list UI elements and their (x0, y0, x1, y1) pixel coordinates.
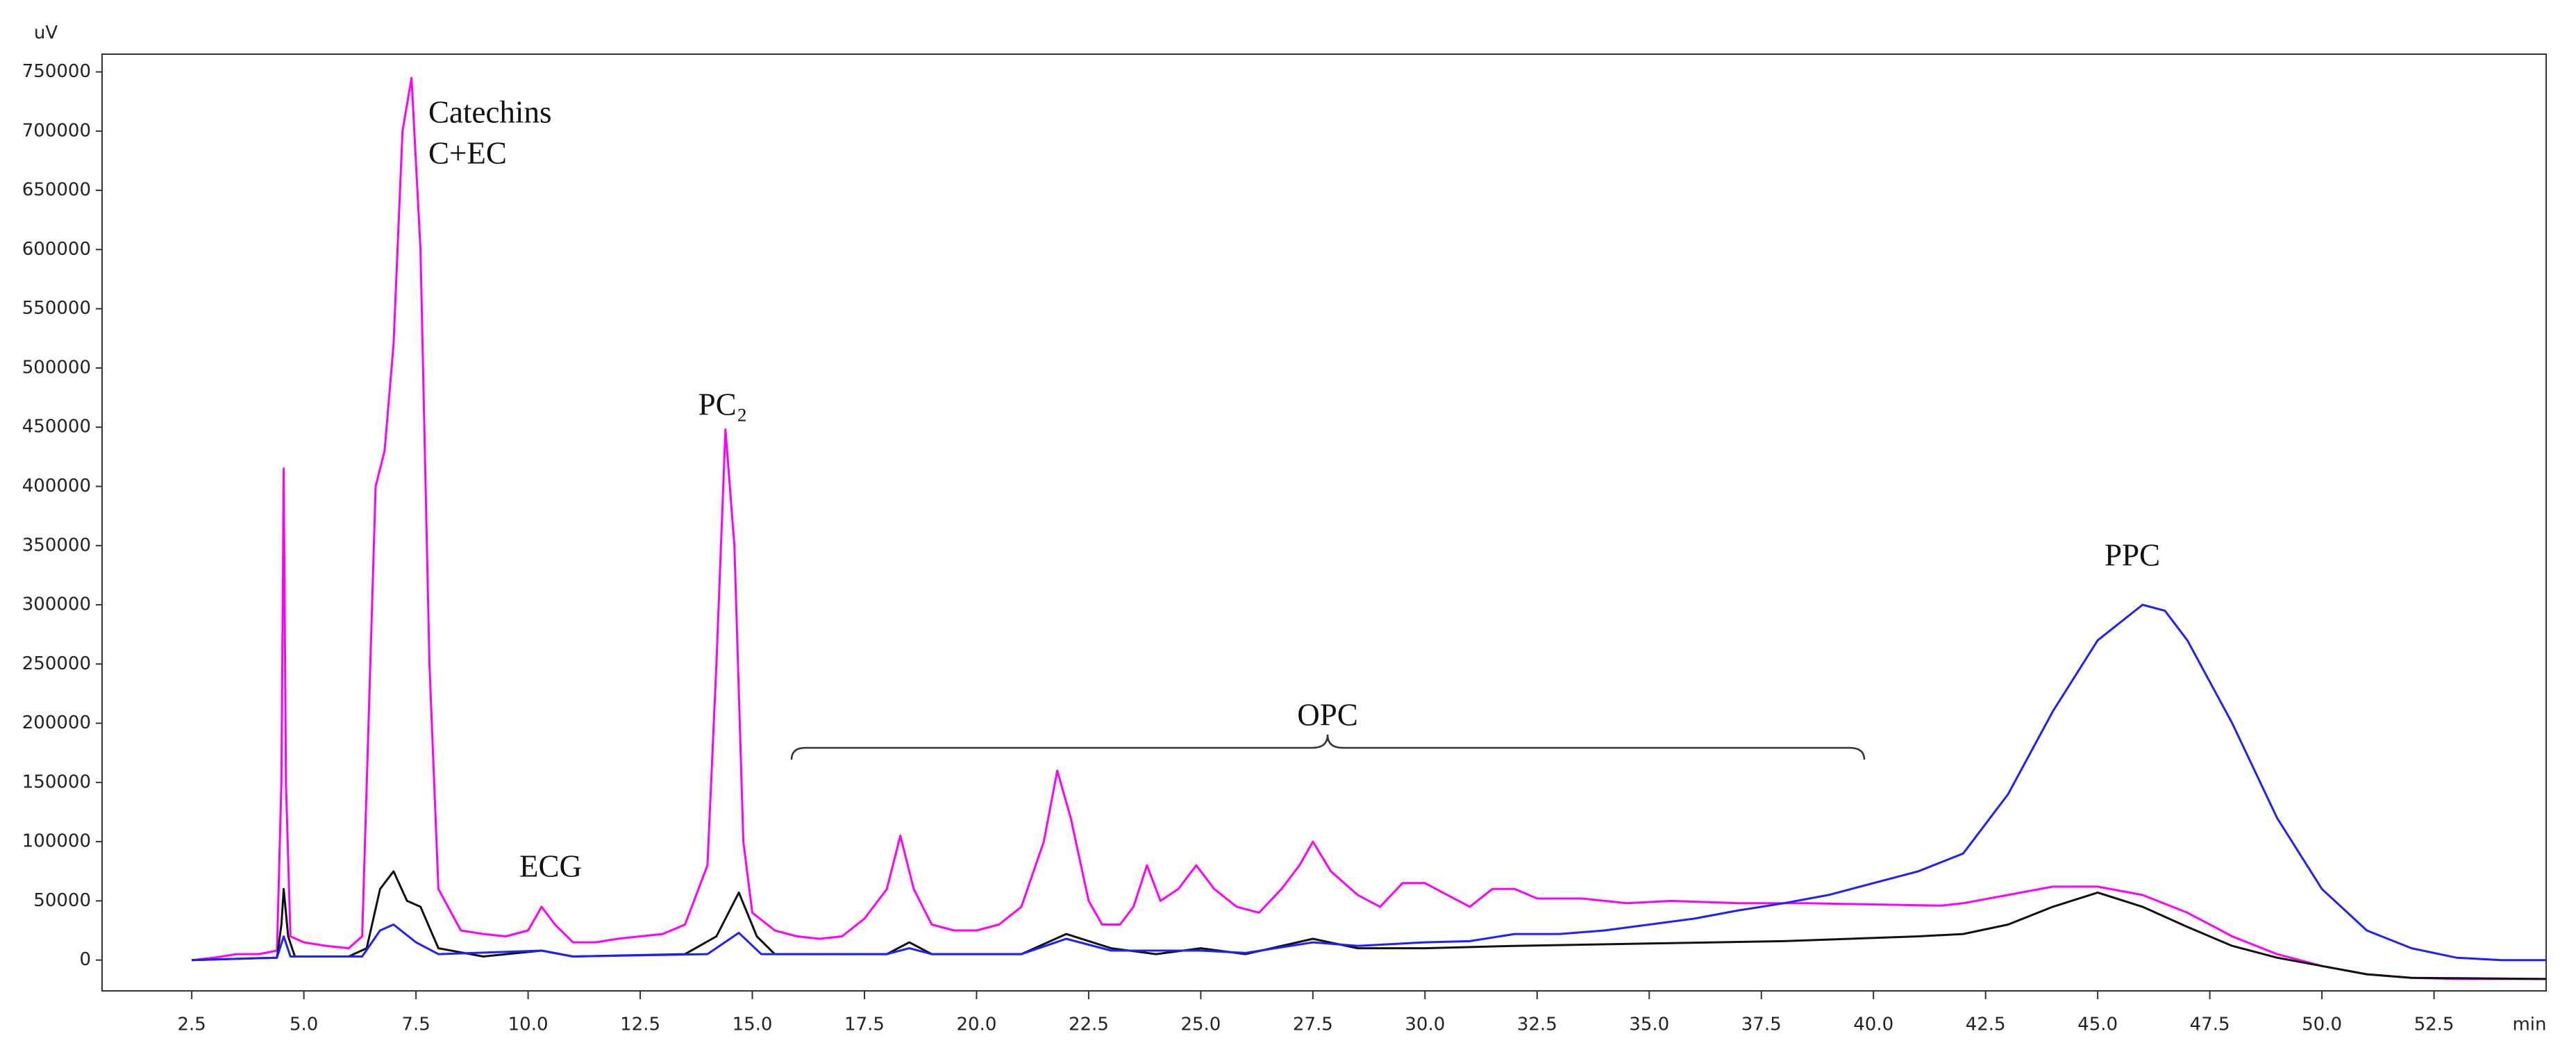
x-tick-label: 2.5 (177, 1014, 206, 1035)
x-tick-label: 37.5 (1741, 1014, 1782, 1035)
x-tick-label: 5.0 (290, 1014, 318, 1035)
plot-frame (101, 53, 2547, 992)
annotation: C+EC (428, 135, 507, 170)
y-tick-label: 400000 (22, 476, 91, 496)
y-tick-label: 700000 (22, 120, 91, 141)
y-tick-label: 50000 (33, 890, 91, 911)
y-tick-label: 500000 (22, 357, 91, 378)
y-tick-label: 650000 (22, 180, 91, 201)
y-tick-label: 150000 (22, 771, 91, 792)
x-tick-label: 45.0 (2077, 1014, 2118, 1035)
x-tick-label: 52.5 (2414, 1014, 2454, 1035)
x-tick-label: 22.5 (1069, 1014, 1109, 1035)
y-tick-label: 300000 (22, 594, 91, 615)
y-tick-label: 100000 (22, 831, 91, 852)
x-tick-label: 40.0 (1853, 1014, 1893, 1035)
annotation: PPC (2105, 537, 2160, 572)
x-tick-label: 15.0 (733, 1014, 773, 1035)
x-tick-label: 27.5 (1293, 1014, 1333, 1035)
annotation: Catechins (428, 94, 551, 129)
opc-bracket (790, 734, 1866, 760)
x-tick-label: 35.0 (1629, 1014, 1669, 1035)
annotation: PC₂ (699, 387, 748, 421)
y-tick-label: 250000 (22, 653, 91, 674)
x-tick-label: 12.5 (620, 1014, 660, 1035)
x-tick-label: 7.5 (401, 1014, 430, 1035)
y-tick-label: 600000 (22, 239, 91, 260)
x-tick-label: 30.0 (1405, 1014, 1445, 1035)
y-tick-label: 450000 (22, 417, 91, 437)
y-tick-label: 350000 (22, 535, 91, 555)
y-tick-label: 550000 (22, 298, 91, 319)
y-axis-label: uV (34, 23, 58, 44)
x-tick-label: 50.0 (2302, 1014, 2342, 1035)
y-tick-label: 200000 (22, 712, 91, 733)
x-tick-label: 10.0 (508, 1014, 549, 1035)
x-axis-label: min (2512, 1014, 2546, 1035)
x-tick-label: 17.5 (844, 1014, 885, 1035)
x-tick-label: 20.0 (957, 1014, 997, 1035)
x-tick-label: 32.5 (1517, 1014, 1557, 1035)
annotation: ECG (519, 849, 582, 883)
series-line (192, 603, 2546, 962)
x-tick-label: 47.5 (2190, 1014, 2230, 1035)
y-tick-label: 0 (79, 949, 91, 970)
x-tick-label: 42.5 (1966, 1014, 2006, 1035)
x-tick-label: 25.0 (1180, 1014, 1221, 1035)
y-tick-label: 750000 (22, 61, 91, 82)
annotation: OPC (1297, 697, 1358, 732)
series-line (192, 76, 2546, 980)
